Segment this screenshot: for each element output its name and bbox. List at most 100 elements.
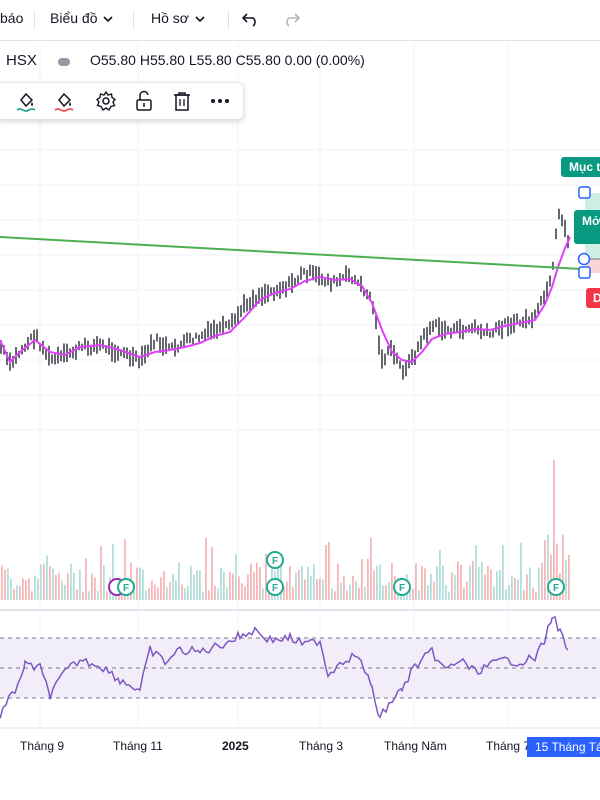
high-value: H55.80	[139, 52, 185, 68]
volume-bar	[175, 579, 177, 600]
volume-bar	[241, 583, 243, 600]
volume-bar	[52, 568, 54, 600]
volume-bar	[253, 572, 255, 600]
volume-bar	[493, 586, 495, 600]
volume-bar	[430, 573, 432, 600]
volume-bar	[79, 569, 81, 600]
chevron-down-icon	[195, 10, 205, 26]
chart-menu-label: Biểu đồ	[50, 10, 98, 26]
volume-bar	[520, 542, 522, 600]
volume-bar	[217, 588, 219, 600]
volume-bar	[346, 590, 348, 600]
volume-bar	[22, 578, 24, 600]
volume-bar	[232, 573, 234, 600]
volume-bar	[304, 579, 306, 600]
dividend-markers[interactable]: F F F F F	[108, 551, 565, 596]
volume-bar	[103, 565, 105, 600]
volume-bar	[376, 565, 378, 600]
trash-icon[interactable]	[171, 90, 193, 112]
undo-icon[interactable]	[241, 11, 260, 30]
volume-bar	[208, 590, 210, 600]
volume-bar	[316, 579, 318, 600]
paint-bucket-icon[interactable]	[15, 90, 37, 112]
volume-bar	[151, 580, 153, 600]
chart-menu-button[interactable]: Biểu đồ	[50, 10, 114, 26]
volume-bar	[148, 588, 150, 600]
volume-bar	[535, 591, 537, 600]
volume-bar	[388, 582, 390, 600]
volume-bar	[58, 573, 60, 600]
lock-icon[interactable]	[133, 90, 155, 112]
rsi-pane	[0, 615, 600, 719]
moving-average-line	[0, 236, 571, 364]
toolbar-divider	[34, 10, 35, 30]
drawing-toolbar	[0, 82, 244, 120]
volume-bar	[457, 561, 459, 600]
volume-bar	[439, 549, 441, 600]
volume-bar	[7, 568, 9, 600]
volume-bar	[223, 571, 225, 600]
volume-bar	[211, 547, 213, 600]
volume-bar	[124, 539, 126, 600]
dividend-marker-icon[interactable]: F	[547, 578, 565, 596]
volume-bar	[64, 584, 66, 600]
volume-bar	[238, 576, 240, 600]
volume-bar	[361, 558, 363, 600]
symbol-name[interactable]: HSX	[6, 52, 37, 69]
volume-bar	[205, 537, 207, 600]
volume-bar	[49, 566, 51, 600]
volume-bar	[247, 574, 249, 600]
volume-bars	[1, 460, 570, 600]
volume-bar	[19, 586, 21, 600]
volume-bar	[100, 546, 102, 600]
volume-bar	[43, 564, 45, 600]
more-icon[interactable]	[209, 90, 231, 112]
volume-bar	[373, 570, 375, 600]
volume-bar	[454, 574, 456, 600]
position-handles[interactable]	[577, 186, 591, 279]
dividend-marker-icon[interactable]: F	[117, 578, 135, 596]
svg-text:F: F	[272, 583, 278, 594]
volume-bar	[250, 563, 252, 600]
open-position-tag[interactable]: Mở	[574, 210, 600, 244]
top-toolbar: báo Biểu đồ Hồ sơ	[0, 0, 600, 41]
volume-bar	[568, 555, 570, 600]
volume-bar	[190, 565, 192, 600]
volume-bar	[562, 534, 564, 600]
volume-bar	[25, 580, 27, 600]
market-status-icon[interactable]	[58, 58, 70, 66]
volume-bar	[295, 572, 297, 600]
low-value: L55.80	[188, 52, 232, 68]
volume-bar	[310, 575, 312, 600]
target-tag[interactable]: Mục tiêu	[561, 157, 600, 177]
volume-bar	[289, 566, 291, 600]
dividend-marker-icon[interactable]: F	[393, 578, 411, 596]
paint-bucket-icon[interactable]	[53, 90, 75, 112]
dividend-marker-icon[interactable]: F	[266, 578, 284, 596]
volume-bar	[235, 554, 237, 600]
profile-menu-button[interactable]: Hồ sơ	[151, 10, 205, 26]
volume-bar	[565, 559, 567, 600]
dividend-marker-icon[interactable]: F	[266, 551, 284, 569]
volume-bar	[415, 563, 417, 600]
volume-bar	[463, 587, 465, 600]
x-axis-label: Tháng Năm	[384, 739, 447, 753]
volume-bar	[112, 543, 114, 600]
volume-bar	[364, 586, 366, 600]
grid-lines	[0, 42, 600, 730]
volume-bar	[556, 543, 558, 600]
trend-line[interactable]	[0, 236, 600, 271]
alerts-button[interactable]: báo	[0, 10, 23, 26]
volume-bar	[418, 590, 420, 600]
settings-icon[interactable]	[95, 90, 117, 112]
stop-tag[interactable]: D	[586, 288, 600, 308]
volume-bar	[460, 564, 462, 600]
volume-bar	[106, 591, 108, 600]
volume-bar	[10, 579, 12, 600]
redo-icon[interactable]	[282, 11, 301, 30]
x-axis-label: 2025	[222, 739, 249, 753]
volume-bar	[220, 567, 222, 600]
volume-bar	[337, 563, 339, 600]
volume-bar	[451, 572, 453, 600]
